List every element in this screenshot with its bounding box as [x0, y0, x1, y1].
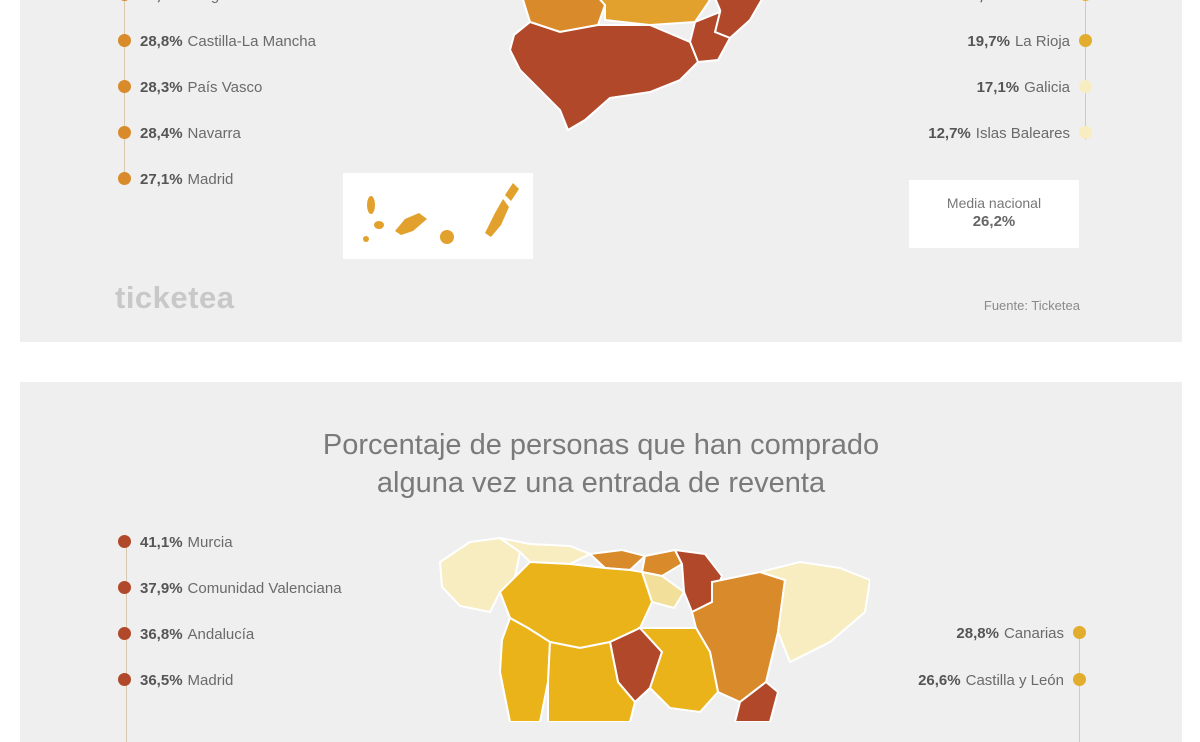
- chart-title-line2: alguna vez una entrada de reventa: [376, 467, 826, 499]
- spain-map-top: [508, 0, 763, 132]
- region-pais-vasco: [640, 548, 684, 578]
- legend-item: 26,6% Castilla y León: [918, 669, 1086, 693]
- legend-dot: [1079, 0, 1092, 1]
- region-value: 20,2%: [962, 0, 1005, 4]
- legend-dot: [1079, 126, 1092, 139]
- region-label: Canarias: [1003, 625, 1064, 642]
- region-andalucia: [508, 20, 700, 132]
- region-asturias: [499, 537, 593, 566]
- region-label: Madrid: [187, 672, 234, 689]
- chart-panel-top: 29,5% Aragón 28,8%Castilla-La Mancha 28,3%P…: [20, 0, 1182, 342]
- region-label: Islas Baleares: [975, 125, 1070, 142]
- legend-dot: [118, 535, 131, 548]
- region-label: Aragón: [188, 0, 236, 4]
- region-label: Castilla-La Mancha: [187, 33, 316, 50]
- legend-item: 27,1% Madrid: [118, 168, 233, 192]
- chart-title-line1: Porcentaje de personas que han comprado: [322, 429, 880, 461]
- source-note: Fuente: Ticketea: [983, 298, 1080, 313]
- legend-item: 12,7% Islas Baleares: [928, 122, 1092, 146]
- region-value: 41,1%: [140, 534, 183, 551]
- legend-list-right: 20,2% Cataluña 19,7%La Rioja 17,1%Galicia 12…: [792, 0, 1092, 160]
- region-value: 28,8%: [956, 625, 999, 642]
- legend-item: 28,3% País Vasco: [118, 76, 262, 100]
- region-value: 28,4%: [140, 125, 183, 142]
- legend-item: 20,2% Cataluña: [962, 0, 1092, 8]
- region-label: Castilla y León: [965, 672, 1064, 689]
- legend-dot: [118, 581, 131, 594]
- legend-list-left: 41,1% Murcia 37,9% Comunidad Valenciana 36,8…: [118, 382, 438, 742]
- legend-dot: [118, 0, 131, 1]
- chart-panel-bottom: Porcentaje de personas que han comprado …: [20, 382, 1182, 742]
- left-connector-line: [126, 542, 127, 742]
- legend-dot: [1073, 673, 1086, 686]
- region-value: 17,1%: [976, 79, 1020, 96]
- right-connector-line: [1085, 0, 1086, 140]
- region-cataluna: [756, 560, 870, 664]
- region-value: 27,1%: [140, 171, 183, 188]
- region-cantabria: [587, 548, 648, 572]
- spain-map-bottom: [438, 536, 870, 722]
- region-value: 26,6%: [918, 672, 961, 689]
- legend-item: 41,1% Murcia: [118, 531, 233, 555]
- canary-islands-inset: [343, 173, 533, 259]
- legend-item: 28,4% Navarra: [118, 122, 241, 146]
- legend-dot: [1079, 34, 1092, 47]
- national-average-value: 26,2%: [972, 213, 1016, 230]
- legend-dot: [118, 80, 131, 93]
- legend-dot: [118, 34, 131, 47]
- legend-dot: [1079, 80, 1092, 93]
- right-connector-line: [1079, 632, 1080, 742]
- region-value: 28,8%: [140, 33, 183, 50]
- region-extremadura: [599, 0, 712, 27]
- region-value: 36,8%: [140, 626, 183, 643]
- region-value: 37,9%: [140, 580, 183, 597]
- legend-dot: [118, 172, 131, 185]
- region-value: 19,7%: [967, 33, 1010, 50]
- legend-item: 37,9% Comunidad Valenciana: [118, 577, 342, 601]
- legend-item: 36,8% Andalucía: [118, 623, 254, 647]
- legend-item: 19,7% La Rioja: [967, 30, 1092, 54]
- region-label: La Rioja: [1014, 33, 1070, 50]
- region-value: 28,3%: [140, 79, 183, 96]
- region-castilla-la-mancha-east: [637, 627, 720, 714]
- legend-item: 29,5% Aragón: [118, 0, 236, 8]
- region-label: Cataluña: [1010, 0, 1070, 4]
- region-label: País Vasco: [187, 79, 263, 96]
- region-value: 29,5%: [140, 0, 183, 4]
- region-valencia: [733, 680, 780, 722]
- region-label: Galicia: [1024, 79, 1070, 96]
- national-average-box: Media nacional 26,2%: [909, 180, 1079, 248]
- region-label: Murcia: [187, 534, 233, 551]
- region-label: Andalucía: [187, 626, 255, 643]
- region-value: 12,7%: [928, 125, 971, 142]
- legend-dot: [118, 627, 131, 640]
- legend-item: 28,8% Castilla-La Mancha: [118, 30, 316, 54]
- legend-list-left: 29,5% Aragón 28,8%Castilla-La Mancha 28,3%P…: [118, 0, 418, 200]
- legend-item: 36,5% Madrid: [118, 669, 233, 693]
- canary-islands-map: [363, 183, 519, 244]
- region-castilla-la-mancha: [547, 640, 637, 722]
- legend-dot: [118, 673, 131, 686]
- legend-item: 28,8% Canarias: [956, 622, 1086, 646]
- legend-dot: [1073, 626, 1086, 639]
- national-average-label: Media nacional: [946, 195, 1042, 211]
- legend-item: 17,1% Galicia: [977, 76, 1092, 100]
- region-label: Comunidad Valenciana: [187, 580, 342, 597]
- region-extremadura: [498, 616, 552, 722]
- region-label: Navarra: [187, 125, 241, 142]
- legend-list-right: 28,8% Canarias 26,6% Castilla y León: [786, 382, 1086, 742]
- region-value: 36,5%: [140, 672, 183, 689]
- ticketea-logo: ticketea: [115, 280, 235, 315]
- legend-dot: [118, 126, 131, 139]
- region-label: Madrid: [187, 171, 234, 188]
